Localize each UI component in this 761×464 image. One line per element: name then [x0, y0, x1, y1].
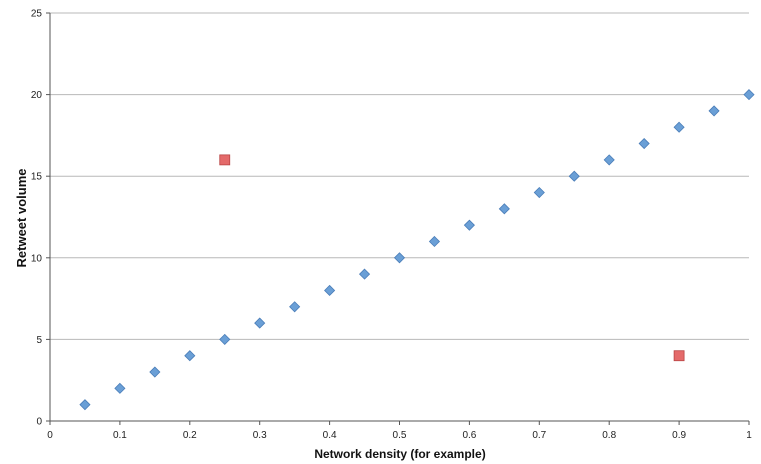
- data-points: [79, 89, 755, 411]
- x-axis-title: Network density (for example): [314, 447, 485, 461]
- x-tick-label: 0.7: [532, 430, 546, 441]
- y-tick-label: 20: [31, 90, 43, 101]
- x-tick-label: 1: [746, 430, 752, 441]
- y-tick-label: 5: [36, 335, 42, 346]
- diamond-data-point: [603, 154, 615, 166]
- diamond-data-point: [568, 170, 580, 182]
- diamond-data-point: [708, 105, 720, 117]
- axes: [46, 12, 750, 425]
- diamond-data-point: [79, 399, 91, 411]
- diamond-data-point: [219, 333, 231, 345]
- x-tick-label: 0.1: [113, 430, 127, 441]
- gridlines: [50, 12, 749, 340]
- y-tick-label: 15: [31, 172, 43, 183]
- diamond-data-point: [393, 252, 406, 264]
- diamond-data-point: [289, 301, 301, 313]
- y-tick-labels: 0 5 10 15 20 25: [31, 9, 43, 428]
- x-tick-label: 0.8: [602, 430, 616, 441]
- y-tick-label: 10: [31, 253, 43, 264]
- x-tick-label: 0.3: [253, 430, 267, 441]
- x-tick-label: 0.2: [183, 430, 197, 441]
- diamond-data-point: [149, 366, 161, 378]
- diamond-data-point: [358, 268, 371, 280]
- x-tick-labels: 0 0.1 0.2 0.3 0.4 0.5 0.6 0.7 0.8 0.9 1: [47, 430, 752, 441]
- diamond-data-point: [673, 121, 685, 133]
- y-axis-title: Retweet volume: [14, 169, 29, 268]
- x-tick-label: 0.5: [393, 430, 407, 441]
- x-tick-label: 0.9: [672, 430, 686, 441]
- diamond-data-point: [743, 89, 755, 101]
- x-tick-label: 0: [47, 430, 53, 441]
- y-tick-label: 25: [31, 9, 43, 20]
- diamond-data-point: [463, 219, 475, 231]
- square-data-point: [673, 350, 685, 362]
- x-tick-label: 0.6: [462, 430, 476, 441]
- diamond-data-point: [498, 203, 510, 215]
- diamond-data-point: [428, 235, 441, 248]
- y-tick-label: 0: [36, 417, 42, 428]
- diamond-data-point: [254, 317, 266, 329]
- diamond-data-point: [533, 186, 545, 199]
- x-tick-label: 0.4: [323, 430, 337, 441]
- diamond-data-point: [324, 284, 336, 297]
- diamond-data-point: [638, 137, 650, 150]
- diamond-data-point: [114, 382, 126, 394]
- diamond-data-point: [184, 350, 196, 362]
- square-data-point: [219, 154, 231, 166]
